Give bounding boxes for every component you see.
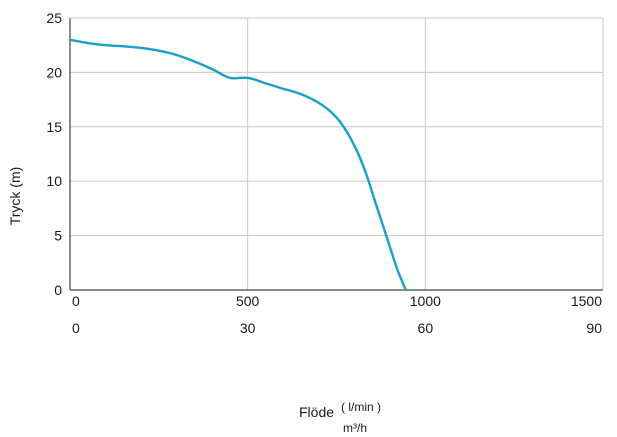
x-tick-labels: 0 500 1000 1500 <box>72 293 602 309</box>
x-axis-unit-primary: ( l/min ) <box>341 400 381 414</box>
x-tick-label: 1500 <box>571 293 602 309</box>
x-secondary-tick-label: 90 <box>586 320 602 336</box>
x-tick-label: 0 <box>72 293 80 309</box>
x-tick-label: 500 <box>236 293 260 309</box>
x-secondary-tick-label: 30 <box>240 320 256 336</box>
x-tick-label: 1000 <box>410 293 441 309</box>
x-secondary-tick-label: 60 <box>418 320 434 336</box>
y-axis-label: Tryck (m) <box>7 167 23 226</box>
y-tick-label: 20 <box>46 64 62 80</box>
y-tick-label: 0 <box>54 282 62 298</box>
x-axis-label: Flöde <box>299 404 334 420</box>
grid <box>70 17 604 290</box>
y-tick-label: 15 <box>46 119 62 135</box>
series-group <box>68 38 407 292</box>
y-tick-label: 5 <box>54 228 62 244</box>
x-axis-unit-secondary: m³/h <box>343 421 367 435</box>
y-tick-label: 10 <box>46 173 62 189</box>
x-secondary-tick-labels: 0 30 60 90 <box>72 320 602 336</box>
series-line-pump-curve <box>68 38 407 292</box>
axes <box>69 18 603 291</box>
y-tick-label: 25 <box>46 10 62 26</box>
y-tick-labels: 0 5 10 15 20 25 <box>46 10 62 298</box>
x-secondary-tick-label: 0 <box>72 320 80 336</box>
